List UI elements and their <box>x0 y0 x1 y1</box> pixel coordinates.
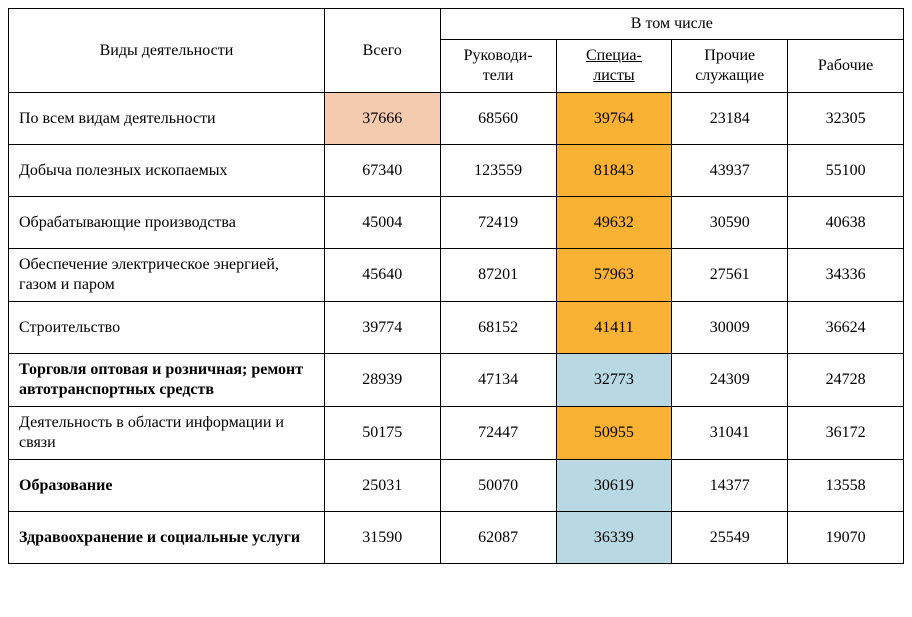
cell-total: 25031 <box>324 460 440 512</box>
cell-other: 25549 <box>672 512 788 564</box>
header-total: Всего <box>324 9 440 93</box>
cell-specialists: 49632 <box>556 197 672 249</box>
table-row: Строительство3977468152414113000936624 <box>9 302 904 354</box>
cell-other: 23184 <box>672 93 788 145</box>
cell-specialists: 39764 <box>556 93 672 145</box>
header-activity-types: Виды деятельности <box>9 9 325 93</box>
cell-managers: 72419 <box>440 197 556 249</box>
cell-workers: 36624 <box>788 302 904 354</box>
cell-managers: 62087 <box>440 512 556 564</box>
cell-activity: Обрабатывающие производства <box>9 197 325 249</box>
cell-managers: 50070 <box>440 460 556 512</box>
cell-total: 28939 <box>324 354 440 407</box>
cell-specialists: 50955 <box>556 407 672 460</box>
cell-workers: 13558 <box>788 460 904 512</box>
cell-total: 37666 <box>324 93 440 145</box>
cell-activity: Добыча полезных ископаемых <box>9 145 325 197</box>
cell-activity: Торговля оптовая и розничная; ремонт авт… <box>9 354 325 407</box>
cell-specialists: 81843 <box>556 145 672 197</box>
header-managers-l1: Руководи- <box>464 47 533 64</box>
cell-activity: Строительство <box>9 302 325 354</box>
table-row: Обеспечение электрическое энергией, газо… <box>9 249 904 302</box>
cell-workers: 19070 <box>788 512 904 564</box>
header-including: В том числе <box>440 9 903 40</box>
header-other-l1: Прочие <box>704 47 755 64</box>
cell-total: 31590 <box>324 512 440 564</box>
cell-specialists: 32773 <box>556 354 672 407</box>
table-row: Образование2503150070306191437713558 <box>9 460 904 512</box>
header-managers-l2: тели <box>483 67 514 84</box>
cell-specialists: 30619 <box>556 460 672 512</box>
header-workers: Рабочие <box>788 40 904 93</box>
header-specialists-l1: Специа- <box>586 47 642 64</box>
cell-activity: Деятельность в области информации и связ… <box>9 407 325 460</box>
cell-total: 45004 <box>324 197 440 249</box>
cell-workers: 40638 <box>788 197 904 249</box>
cell-managers: 72447 <box>440 407 556 460</box>
cell-other: 30590 <box>672 197 788 249</box>
cell-other: 24309 <box>672 354 788 407</box>
cell-activity: Образование <box>9 460 325 512</box>
cell-managers: 68152 <box>440 302 556 354</box>
cell-other: 31041 <box>672 407 788 460</box>
cell-activity: Здравоохранение и социальные услуги <box>9 512 325 564</box>
header-specialists-l2: листы <box>593 67 634 84</box>
cell-workers: 34336 <box>788 249 904 302</box>
cell-managers: 87201 <box>440 249 556 302</box>
table-row: Обрабатывающие производства4500472419496… <box>9 197 904 249</box>
cell-specialists: 57963 <box>556 249 672 302</box>
cell-managers: 123559 <box>440 145 556 197</box>
table-row: По всем видам деятельности37666685603976… <box>9 93 904 145</box>
header-specialists: Специа- листы <box>556 40 672 93</box>
cell-specialists: 41411 <box>556 302 672 354</box>
salary-table: Виды деятельности Всего В том числе Руко… <box>8 8 904 564</box>
table-body: По всем видам деятельности37666685603976… <box>9 93 904 564</box>
cell-activity: Обеспечение электрическое энергией, газо… <box>9 249 325 302</box>
header-other-l2: служащие <box>695 67 764 84</box>
cell-other: 30009 <box>672 302 788 354</box>
table-row: Здравоохранение и социальные услуги31590… <box>9 512 904 564</box>
table-row: Добыча полезных ископаемых67340123559818… <box>9 145 904 197</box>
cell-workers: 24728 <box>788 354 904 407</box>
cell-total: 39774 <box>324 302 440 354</box>
header-other-employees: Прочие служащие <box>672 40 788 93</box>
table-row: Торговля оптовая и розничная; ремонт авт… <box>9 354 904 407</box>
cell-other: 14377 <box>672 460 788 512</box>
cell-total: 67340 <box>324 145 440 197</box>
table-row: Деятельность в области информации и связ… <box>9 407 904 460</box>
cell-total: 50175 <box>324 407 440 460</box>
cell-specialists: 36339 <box>556 512 672 564</box>
cell-workers: 55100 <box>788 145 904 197</box>
header-managers: Руководи- тели <box>440 40 556 93</box>
cell-workers: 32305 <box>788 93 904 145</box>
cell-managers: 68560 <box>440 93 556 145</box>
cell-managers: 47134 <box>440 354 556 407</box>
cell-activity: По всем видам деятельности <box>9 93 325 145</box>
cell-other: 27561 <box>672 249 788 302</box>
cell-total: 45640 <box>324 249 440 302</box>
cell-other: 43937 <box>672 145 788 197</box>
cell-workers: 36172 <box>788 407 904 460</box>
